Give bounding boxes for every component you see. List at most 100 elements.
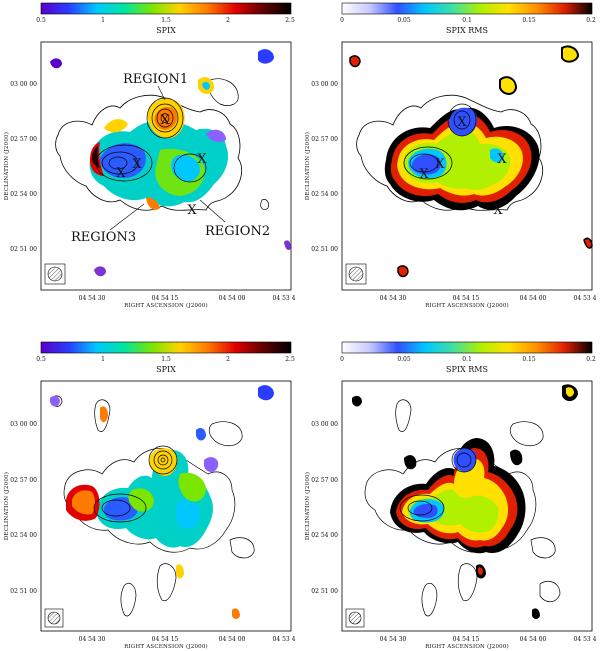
contour-left-b (409, 153, 439, 173)
y-tick: 02 54 00 (311, 191, 338, 198)
source-blue-core (103, 497, 139, 521)
cb-tick: 2 (226, 356, 230, 363)
contour-r1-d (160, 457, 166, 463)
contours-faint (51, 395, 255, 617)
y-tick: 03 00 00 (10, 421, 37, 428)
contour-wisp-1 (395, 399, 412, 432)
y-tick: 02 57 00 (311, 477, 338, 484)
y-tick: 02 51 00 (10, 588, 37, 595)
rms-map-top (349, 45, 593, 278)
cb-tick: 1 (101, 17, 105, 24)
cb-tick: 0.2 (586, 17, 596, 24)
rms-blob-3 (349, 55, 361, 68)
cb-tick: 2.5 (285, 17, 295, 24)
cb-tick: 0.5 (36, 17, 46, 24)
blob-orange (100, 406, 108, 423)
contour-wisp-2 (208, 421, 243, 447)
contour-wisp-1 (94, 399, 111, 432)
contour-wisp-2 (509, 421, 544, 447)
region2-pointer (199, 199, 226, 223)
x-marker: X (493, 203, 503, 218)
cb-tick: 0.05 (397, 356, 411, 363)
contour-r1-a (146, 97, 184, 139)
colorbar-spix-bottom (40, 341, 292, 354)
contour-outer (55, 94, 242, 211)
contour-r1-b (153, 450, 173, 470)
contour-left-a (93, 493, 147, 523)
x-axis-label: RIGHT ASCENSION (J2000) (425, 302, 509, 309)
x-tick: 04 54 00 (219, 295, 246, 302)
x-marker: X (457, 115, 467, 130)
region1-label: REGION1 (123, 72, 188, 87)
x-tick: 04 54 15 (453, 636, 480, 643)
y-tick: 02 51 00 (10, 246, 37, 253)
contour-outer (356, 94, 543, 211)
contour-wisp-3 (530, 537, 556, 559)
contour-r1-c (156, 108, 174, 128)
y-tick: 02 57 00 (10, 477, 37, 484)
contour-left-a (399, 494, 445, 522)
cb-tick: 2 (226, 17, 230, 24)
x-tick: 04 54 15 (152, 636, 179, 643)
region1-pointer (157, 85, 166, 101)
cb-tick: 2.5 (285, 356, 295, 363)
blob-top-right (258, 385, 274, 401)
rms-map-bottom (352, 384, 578, 619)
y-tick: 03 00 00 (311, 421, 338, 428)
rms-blob-1 (499, 76, 518, 95)
colorbar-rms-bottom (341, 341, 593, 354)
colorbar-title: SPIX (156, 26, 176, 35)
x-marker: X (197, 152, 207, 167)
contour-right (173, 153, 207, 183)
x-marker: X (116, 166, 126, 181)
x-axis-label: RIGHT ASCENSION (J2000) (124, 643, 208, 650)
right-purple (206, 129, 226, 142)
cb-tick: 0 (340, 356, 344, 363)
source-cyan-2 (170, 154, 200, 182)
beam-ellipse (47, 266, 63, 282)
cb-tick: 1.5 (161, 356, 171, 363)
cb-tick: 0.5 (36, 356, 46, 363)
y-tick: 03 00 00 (10, 81, 37, 88)
cb-tick: 0.2 (586, 356, 596, 363)
y-tick: 02 54 00 (311, 532, 338, 539)
y-tick: 02 57 00 (10, 136, 37, 143)
colorbar-title: SPIX (156, 365, 176, 374)
colorbar-rms-top (341, 2, 593, 15)
cb-tick: 1 (101, 356, 105, 363)
contour-small (260, 199, 269, 210)
x-tick: 04 54 30 (79, 295, 106, 302)
x-tick: 04 54 00 (219, 636, 246, 643)
contour-left-b (101, 499, 131, 517)
y-tick: 03 00 00 (311, 81, 338, 88)
y-tick: 02 51 00 (311, 246, 338, 253)
panel-bottom-right: 0 0.05 0.1 0.15 0.2 SPIX RMS (304, 341, 597, 650)
x-tick: 04 53 4 (574, 636, 597, 643)
axis-ticks: 03 00 00 02 57 00 02 54 00 02 51 00 04 5… (10, 421, 295, 643)
axis-ticks: 03 00 00 02 57 00 02 54 00 02 51 00 04 5… (10, 81, 295, 302)
rms-blob-bottom-2 (532, 608, 540, 619)
colorbar-ticks: 0.5 1 1.5 2 2.5 (36, 356, 295, 363)
source-green-arm (178, 472, 206, 502)
blob-right-edge (284, 240, 291, 250)
x-tick: 04 54 00 (520, 295, 547, 302)
source-blue-right (175, 499, 200, 529)
contours-inner (403, 103, 477, 180)
blob-top-left (50, 58, 62, 69)
x-marker: X (132, 157, 142, 172)
cb-tick: 1.5 (161, 17, 171, 24)
colorbar-title: SPIX RMS (446, 365, 488, 374)
cb-tick: 0.15 (522, 356, 536, 363)
rms-blob-4 (397, 265, 409, 278)
rms-black-blob-2 (510, 449, 523, 466)
rms-black-blob-1 (404, 455, 417, 470)
x-tick: 04 53 4 (273, 636, 296, 643)
contour-r1-b (453, 110, 471, 130)
blob-bottom-2 (232, 608, 240, 619)
contour-left-a (403, 146, 453, 180)
x-tick: 04 54 30 (380, 295, 407, 302)
x-tick: 04 54 15 (453, 295, 480, 302)
contour-wisp-5 (421, 582, 438, 617)
blob-purple-1 (204, 457, 219, 472)
